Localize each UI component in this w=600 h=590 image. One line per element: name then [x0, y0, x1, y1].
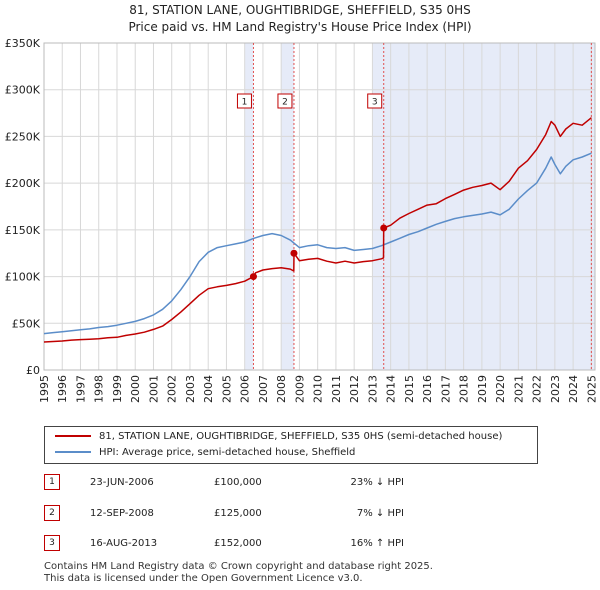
series-lines — [43, 117, 592, 343]
footer-attribution: Contains HM Land Registry data © Crown c… — [44, 561, 433, 585]
x-tick-label: 1996 — [56, 375, 69, 403]
shaded-range — [244, 43, 254, 370]
x-tick-label: 2013 — [366, 375, 379, 403]
footer-line-2: This data is licensed under the Open Gov… — [44, 573, 363, 584]
sale-date-lines — [252, 43, 592, 370]
sale-number-badge: 3 — [44, 535, 60, 551]
y-tick-label: £250K — [5, 130, 41, 143]
x-tick-label: 2001 — [147, 375, 160, 403]
sale-hpi-diff: 16% ↑ HPI — [350, 538, 404, 549]
sale-point — [249, 273, 257, 281]
y-tick-label: £300K — [5, 84, 41, 97]
x-tick-label: 2021 — [512, 375, 525, 403]
table-row: 3 16-AUG-2013 £152,000 16% ↑ HPI — [44, 533, 544, 555]
price-chart: 81, STATION LANE, OUGHTIBRIDGE, SHEFFIEL… — [5, 3, 599, 403]
table-row: 2 12-SEP-2008 £125,000 7% ↓ HPI — [44, 503, 544, 525]
x-tick-label: 2024 — [567, 375, 580, 403]
y-tick-label: £0 — [26, 364, 40, 377]
legend-label-hpi: HPI: Average price, semi-detached house,… — [99, 447, 356, 458]
y-tick-label: £200K — [5, 177, 41, 190]
footer-line-1: Contains HM Land Registry data © Crown c… — [44, 561, 433, 572]
sale-number-badge: 2 — [44, 505, 60, 521]
sale-hpi-diff: 7% ↓ HPI — [356, 508, 404, 519]
x-tick-label: 1997 — [74, 375, 87, 403]
sale-point — [290, 249, 298, 257]
x-tick-label: 2014 — [385, 375, 398, 403]
x-tick-label: 1995 — [38, 375, 51, 403]
sale-marker-box — [277, 93, 293, 109]
sale-price: £125,000 — [214, 508, 262, 519]
x-tick-label: 2012 — [348, 375, 361, 403]
legend-item-hpi: HPI: Average price, semi-detached house,… — [55, 445, 355, 461]
sale-point — [380, 224, 388, 232]
x-tick-label: 2025 — [585, 375, 598, 403]
chart-subtitle: Price paid vs. HM Land Registry's House … — [128, 20, 471, 34]
x-tick-label: 2005 — [220, 375, 233, 403]
sale-markers: 1 2 3 — [236, 93, 383, 109]
sale-price: £152,000 — [214, 538, 262, 549]
sale-date: 16-AUG-2013 — [90, 538, 158, 549]
x-tick-label: 2017 — [439, 375, 452, 403]
sale-marker-box — [236, 93, 252, 109]
x-tick-label: 2023 — [549, 375, 562, 403]
x-tick-label: 2004 — [202, 375, 215, 403]
shaded-range — [372, 43, 595, 370]
sale-marker-label: 2 — [282, 98, 288, 108]
x-tick-label: 2008 — [275, 375, 288, 403]
x-axis-tick-labels: 1995 1996 1997 1998 1999 2000 2001 2002 2003 2004… — [38, 375, 598, 403]
sale-price: £100,000 — [214, 477, 262, 488]
y-axis-tick-labels: £0 £50K £100K £150K £200K £250K £300K £350K — [5, 37, 41, 377]
x-tick-label: 2000 — [129, 375, 142, 403]
sale-date: 23-JUN-2006 — [90, 477, 154, 488]
series-line-hpi — [43, 152, 592, 335]
x-tick-label: 1998 — [93, 375, 106, 403]
x-tick-label: 2019 — [476, 375, 489, 403]
sale-number-badge: 1 — [44, 474, 60, 490]
table-row: 1 23-JUN-2006 £100,000 23% ↓ HPI — [44, 472, 544, 494]
x-tick-label: 2015 — [403, 375, 416, 403]
shaded-ranges — [244, 43, 595, 370]
x-tick-label: 2022 — [531, 375, 544, 403]
legend-item-property: 81, STATION LANE, OUGHTIBRIDGE, SHEFFIEL… — [55, 429, 502, 445]
x-tick-label: 2018 — [458, 375, 471, 403]
x-tick-label: 2007 — [257, 375, 270, 403]
plot-border — [43, 42, 596, 371]
y-tick-label: £50K — [12, 317, 41, 330]
sale-date: 12-SEP-2008 — [90, 508, 154, 519]
legend: 81, STATION LANE, OUGHTIBRIDGE, SHEFFIEL… — [44, 426, 538, 464]
legend-label-property: 81, STATION LANE, OUGHTIBRIDGE, SHEFFIEL… — [99, 431, 503, 442]
x-tick-label: 2010 — [312, 375, 325, 403]
sale-marker-box — [367, 93, 383, 109]
y-tick-label: £150K — [5, 224, 41, 237]
shaded-range — [281, 43, 294, 370]
sale-points — [249, 224, 388, 281]
x-tick-label: 2020 — [494, 375, 507, 403]
legend-swatch-property — [55, 435, 91, 437]
x-tick-label: 2009 — [293, 375, 306, 403]
x-tick-label: 2002 — [166, 375, 179, 403]
legend-swatch-hpi — [55, 451, 91, 453]
x-tick-label: 2003 — [184, 375, 197, 403]
sale-marker-label: 3 — [372, 98, 378, 108]
y-tick-label: £100K — [5, 271, 41, 284]
x-tick-label: 1999 — [111, 375, 124, 403]
x-tick-label: 2016 — [421, 375, 434, 403]
y-tick-label: £350K — [5, 37, 41, 50]
sale-hpi-diff: 23% ↓ HPI — [350, 477, 404, 488]
x-tick-label: 2006 — [239, 375, 252, 403]
sale-marker-label: 1 — [242, 98, 248, 108]
series-line-property — [43, 117, 592, 343]
chart-title: 81, STATION LANE, OUGHTIBRIDGE, SHEFFIEL… — [129, 3, 471, 17]
x-tick-label: 2011 — [330, 375, 343, 403]
